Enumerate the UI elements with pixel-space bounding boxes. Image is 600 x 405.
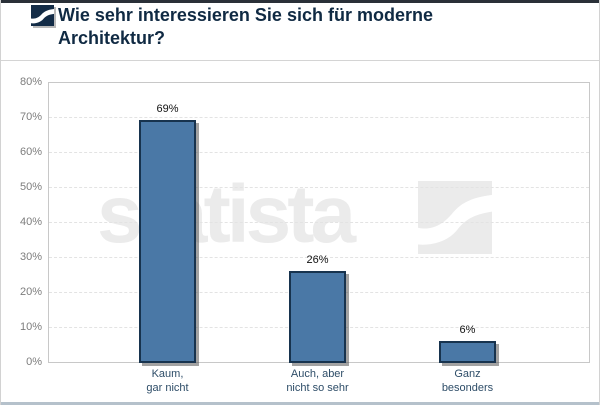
y-axis-tick-label: 60% bbox=[19, 146, 42, 158]
gridline bbox=[49, 257, 589, 258]
gridline bbox=[49, 187, 589, 188]
bar-2 bbox=[289, 271, 346, 363]
bar-3 bbox=[439, 341, 496, 363]
chart-header: Wie sehr interessieren Sie sich für mode… bbox=[1, 3, 599, 61]
y-axis-tick-label: 30% bbox=[19, 251, 42, 263]
top-border-line bbox=[1, 0, 599, 3]
bottom-border-line bbox=[1, 402, 599, 405]
bar-1 bbox=[139, 120, 196, 363]
x-axis-category-label: Kaum, gar nicht bbox=[146, 368, 189, 394]
y-axis-tick-label: 40% bbox=[19, 216, 42, 228]
bar-value-label: 6% bbox=[459, 324, 476, 336]
gridline bbox=[49, 222, 589, 223]
y-axis-tick-label: 20% bbox=[19, 286, 42, 298]
statista-logo-icon bbox=[31, 5, 54, 26]
y-axis-tick-label: 70% bbox=[19, 111, 42, 123]
chart-title: Wie sehr interessieren Sie sich für mode… bbox=[58, 5, 433, 48]
statista-swoosh-icon bbox=[418, 181, 492, 254]
bar-value-label: 69% bbox=[156, 103, 179, 115]
y-axis-tick-label: 50% bbox=[19, 181, 42, 193]
y-axis-tick-label: 80% bbox=[19, 76, 42, 88]
gridline bbox=[49, 152, 589, 153]
bar-value-label: 26% bbox=[306, 254, 329, 266]
x-axis-category-label: Ganz besonders bbox=[441, 368, 494, 394]
y-axis-tick-label: 10% bbox=[19, 321, 42, 333]
x-axis-category-label: Auch, aber nicht so sehr bbox=[286, 368, 349, 394]
gridline bbox=[49, 117, 589, 118]
chart-area: statista 80% 70% 60% 50% 40% 30% 20% 10% 0% 69% Ka… bbox=[1, 62, 599, 402]
y-axis-tick-label: 0% bbox=[26, 356, 42, 368]
